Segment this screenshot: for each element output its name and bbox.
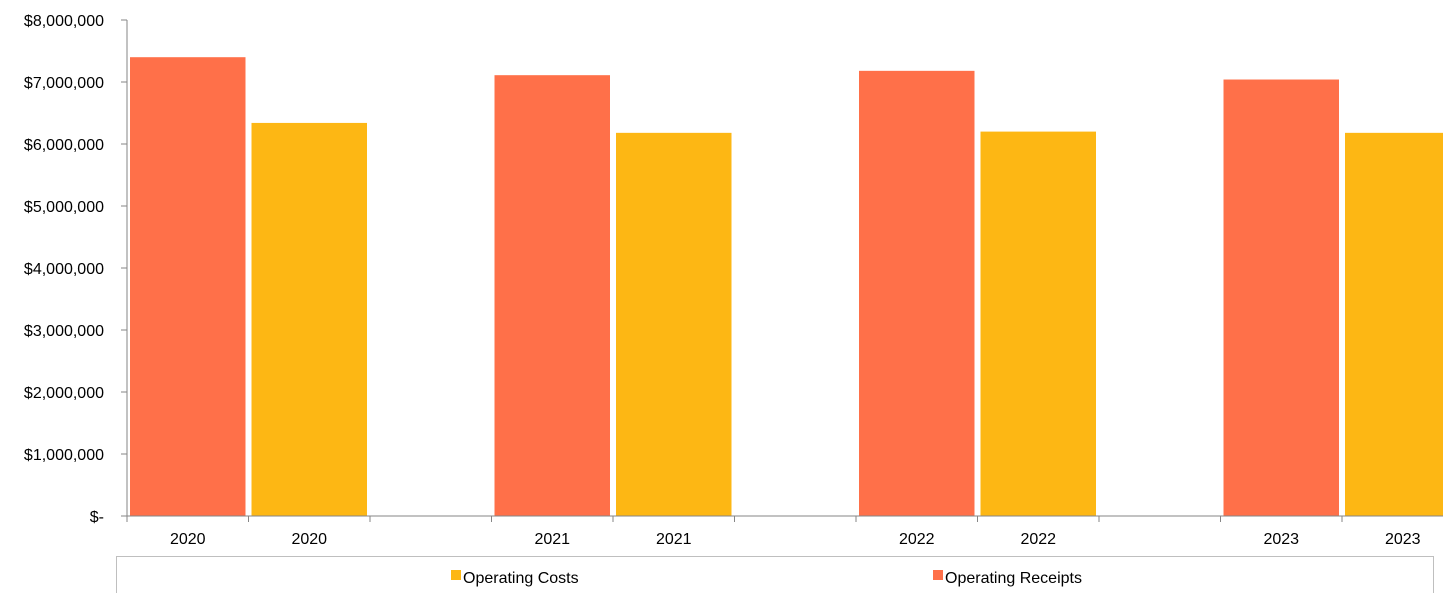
x-tick-label: 2022 [1020, 531, 1056, 548]
x-axis: 2020 2020 2021 2021 2022 2022 2023 2023 [126, 515, 1443, 548]
legend-box [116, 556, 1434, 593]
y-axis: $- $1,000,000 $2,000,000 $3,000,000 $4,000,0… [24, 13, 128, 526]
bar-operating-receipts [859, 70, 975, 516]
legend: Operating Costs Operating Receipts [116, 556, 1434, 593]
y-tick-label: $3,000,000 [24, 323, 104, 340]
bar-operating-costs [1345, 132, 1443, 516]
x-tick-label: 2021 [534, 531, 570, 548]
bars [130, 57, 1443, 517]
y-tick-label: $2,000,000 [24, 385, 104, 402]
x-tick-label: 2021 [656, 531, 692, 548]
y-tick-label: $4,000,000 [24, 261, 104, 278]
legend-swatch [451, 570, 461, 580]
x-tick-label: 2020 [170, 531, 206, 548]
legend-swatch [933, 570, 943, 580]
y-tick-label: $5,000,000 [24, 199, 104, 216]
x-tick-label: 2022 [899, 531, 935, 548]
bar-operating-receipts [494, 75, 610, 517]
bar-operating-costs [980, 131, 1096, 516]
y-tick-label: $7,000,000 [24, 75, 104, 92]
y-tick-label: $1,000,000 [24, 447, 104, 464]
y-tick-label: $8,000,000 [24, 13, 104, 30]
x-tick-label: 2020 [291, 531, 327, 548]
x-tick-label: 2023 [1263, 531, 1299, 548]
y-tick-label: $6,000,000 [24, 137, 104, 154]
x-tick-label: 2023 [1385, 531, 1421, 548]
legend-label: Operating Costs [463, 570, 579, 587]
bar-operating-costs [251, 122, 367, 517]
y-tick-label: $- [90, 509, 104, 526]
bar-operating-costs [616, 132, 732, 516]
bar-operating-receipts [130, 57, 246, 516]
legend-label: Operating Receipts [945, 570, 1082, 587]
bar-operating-receipts [1223, 79, 1339, 517]
